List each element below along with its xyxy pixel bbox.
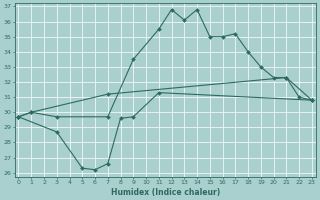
X-axis label: Humidex (Indice chaleur): Humidex (Indice chaleur) (110, 188, 220, 197)
